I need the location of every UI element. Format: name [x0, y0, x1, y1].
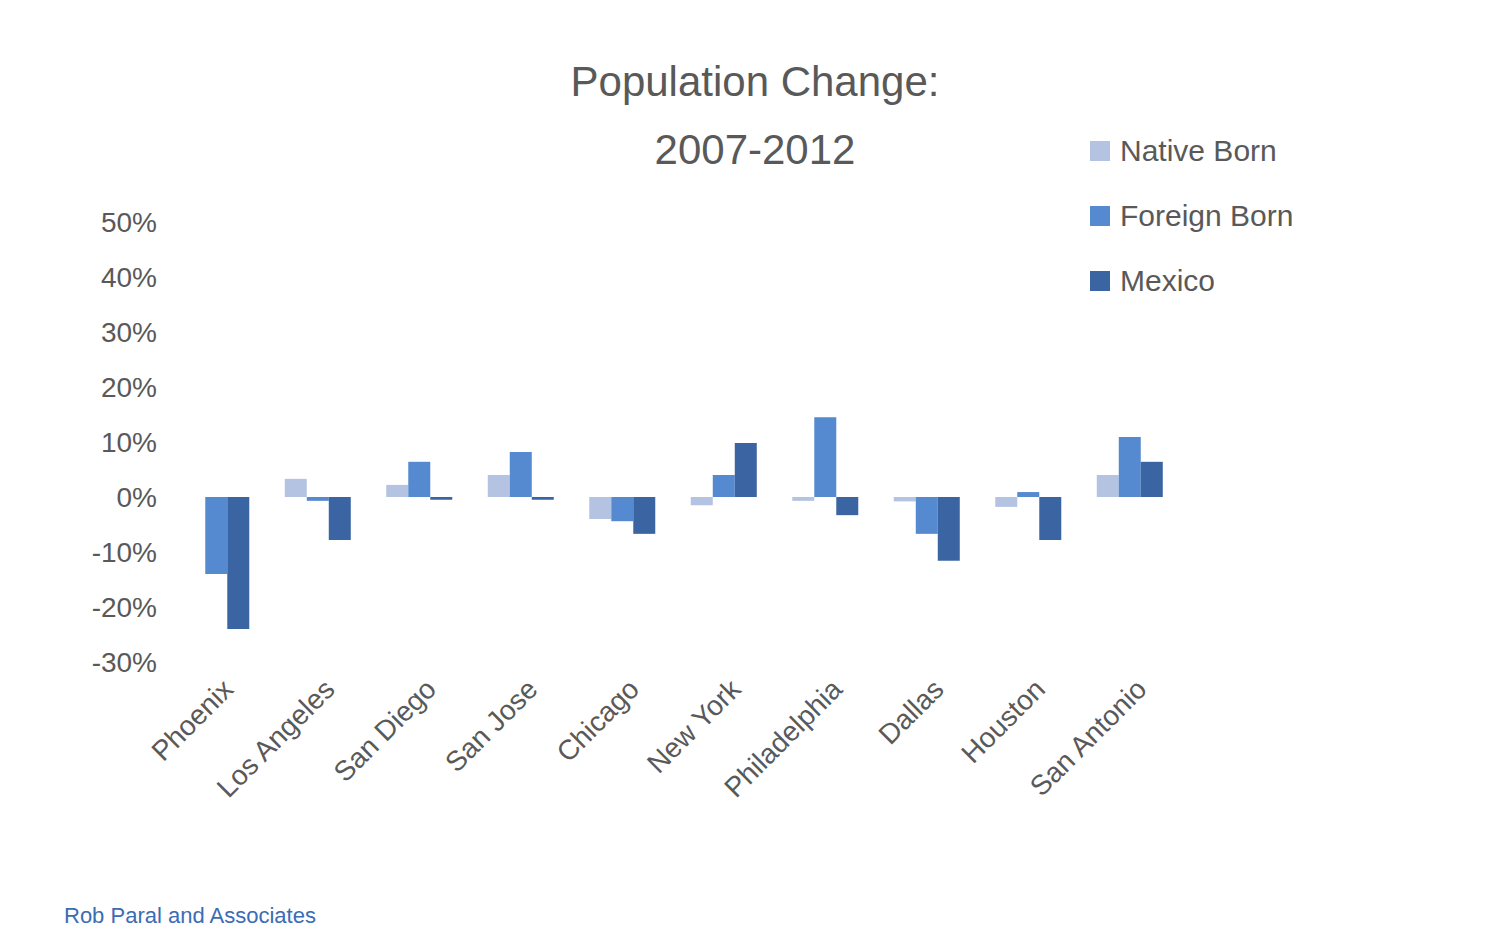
svg-text:New York: New York: [641, 673, 747, 779]
html-text:Rob Paral and Associates: Rob Paral and Associates: [64, 903, 316, 928]
html-text:Foreign Born: Foreign Born: [1120, 198, 1294, 232]
html-text:Mexico: Mexico: [1120, 263, 1215, 297]
svg-text:San Antonio: San Antonio: [1024, 673, 1153, 802]
svg-text:Philadelphia: Philadelphia: [718, 673, 848, 803]
svg-text:San Jose: San Jose: [439, 673, 543, 777]
svg-text:Los Angeles: Los Angeles: [211, 673, 341, 803]
svg-text:-10%: -10%: [92, 537, 157, 568]
svg-text:San Diego: San Diego: [328, 673, 442, 787]
svg-text:0%: 0%: [117, 482, 157, 513]
svg-text:Dallas: Dallas: [873, 673, 950, 750]
svg-text:10%: 10%: [101, 427, 157, 458]
svg-text:20%: 20%: [101, 372, 157, 403]
svg-text:30%: 30%: [101, 317, 157, 348]
svg-text:-20%: -20%: [92, 592, 157, 623]
svg-text:40%: 40%: [101, 262, 157, 293]
html-text:Native Born: Native Born: [1120, 133, 1277, 167]
html-text:2007-2012: 2007-2012: [654, 126, 856, 173]
svg-text:50%: 50%: [101, 207, 157, 238]
svg-text:Chicago: Chicago: [550, 673, 645, 768]
svg-text:-30%: -30%: [92, 647, 157, 678]
html-text:Population Change:: Population Change:: [570, 58, 940, 105]
svg-text:Houston: Houston: [955, 673, 1051, 769]
svg-text:Phoenix: Phoenix: [146, 673, 239, 766]
